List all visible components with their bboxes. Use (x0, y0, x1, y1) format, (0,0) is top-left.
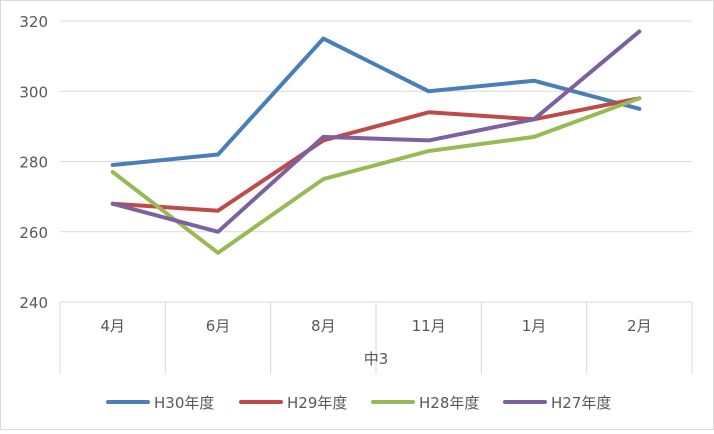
series-lines (110, 29, 642, 255)
series-line-2 (110, 96, 642, 213)
y-tick-label: 280 (19, 154, 48, 172)
y-tick-label: 240 (19, 294, 48, 312)
y-tick-label: 320 (19, 13, 48, 31)
y-tick-label: 260 (19, 224, 48, 242)
x-tick-label: 11月 (412, 317, 446, 335)
x-tick-label: 2月 (627, 317, 652, 335)
x-tick-label: 6月 (206, 317, 231, 335)
legend-label: H27年度 (551, 394, 611, 412)
x-tick-label: 4月 (100, 317, 125, 335)
axes: 240 260 280 300 320 4月 6月 8月 11月 1月 2月 (19, 13, 693, 374)
series-line-4 (110, 29, 642, 234)
legend-label: H29年度 (287, 394, 347, 412)
legend: H30年度 H29年度 H28年度 H27年度 (106, 394, 611, 412)
legend-label: H30年度 (154, 394, 214, 412)
x-tick-label: 8月 (311, 317, 336, 335)
legend-label: H28年度 (419, 394, 479, 412)
series-line-1 (110, 36, 642, 167)
x-tick-label: 1月 (522, 317, 547, 335)
x-axis-title: 中3 (364, 350, 389, 368)
y-tick-label: 300 (19, 83, 48, 101)
series-line-3 (110, 96, 642, 255)
